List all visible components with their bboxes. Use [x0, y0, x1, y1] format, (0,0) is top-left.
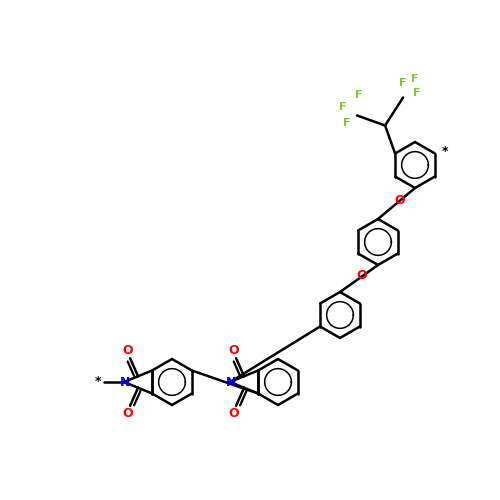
- Text: O: O: [356, 269, 368, 282]
- Text: F: F: [344, 118, 351, 128]
- Text: *: *: [95, 374, 102, 388]
- Text: F: F: [412, 74, 419, 85]
- Text: N: N: [226, 376, 236, 388]
- Text: O: O: [229, 344, 239, 357]
- Text: F: F: [400, 78, 407, 88]
- Text: F: F: [340, 102, 347, 113]
- Text: O: O: [394, 194, 405, 207]
- Text: O: O: [123, 344, 134, 357]
- Text: N: N: [120, 376, 130, 388]
- Text: F: F: [356, 90, 363, 101]
- Text: F: F: [414, 88, 421, 98]
- Text: O: O: [229, 407, 239, 420]
- Text: O: O: [123, 407, 134, 420]
- Text: *: *: [442, 145, 448, 158]
